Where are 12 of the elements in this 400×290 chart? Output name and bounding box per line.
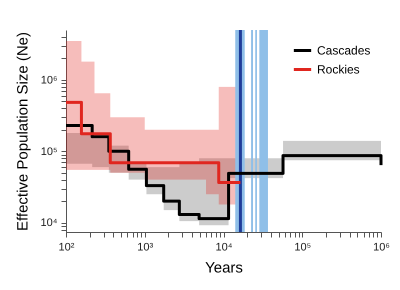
- y-tick-label: 10⁵: [40, 146, 58, 158]
- x-tick-label: 10²: [58, 242, 75, 254]
- x-tick-label: 10⁵: [294, 242, 312, 254]
- legend-label: Cascades: [317, 44, 370, 58]
- x-axis-title: Years: [205, 260, 243, 276]
- y-tick-label: 10⁴: [40, 217, 58, 230]
- legend-label: Rockies: [317, 62, 360, 76]
- x-tick-label: 10⁶: [373, 242, 390, 254]
- y-tick-label: 10⁶: [40, 74, 58, 86]
- y-axis-title: Effective Population Size (Ne): [14, 32, 32, 231]
- x-tick-label: 10³: [137, 242, 154, 254]
- x-tick-label: 10⁴: [216, 242, 233, 254]
